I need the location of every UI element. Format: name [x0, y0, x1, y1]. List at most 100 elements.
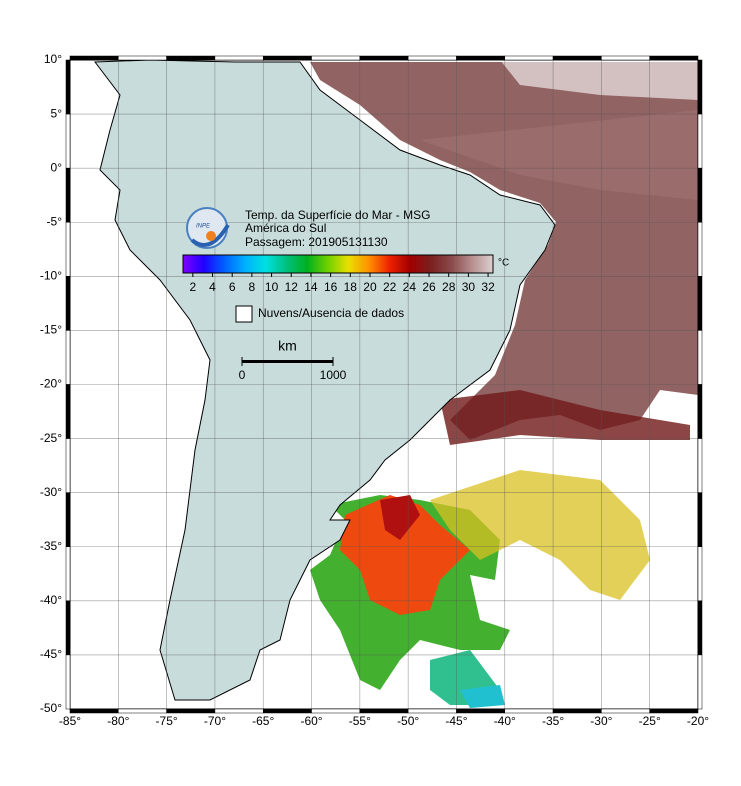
logo: INPE — [186, 207, 230, 249]
x-tick-label: -60° — [300, 714, 322, 728]
x-tick-label: -20° — [687, 714, 709, 728]
scale-bar-body — [242, 360, 333, 363]
frame-segment — [649, 708, 699, 714]
x-tick-label: -35° — [542, 714, 564, 728]
colorbar-tick-label: 10 — [265, 280, 279, 294]
frame-segment — [65, 222, 71, 277]
scale-bar: 0 1000 km — [239, 338, 347, 382]
frame-segment — [69, 55, 119, 61]
y-tick-label: -50° — [40, 701, 62, 715]
frame-segment — [118, 708, 167, 714]
frame-segment — [65, 438, 71, 493]
frame-segment — [697, 167, 703, 223]
frame-segment — [407, 55, 457, 61]
colorbar-tick-label: 14 — [304, 280, 318, 294]
y-tick-label: -45° — [40, 647, 62, 661]
x-tick-label: -30° — [590, 714, 612, 728]
frame-segment — [65, 167, 71, 223]
frame-ticks — [65, 55, 703, 714]
colorbar-bar — [182, 254, 494, 274]
y-tick-label: -5° — [47, 214, 63, 228]
sst-cold-region — [460, 685, 505, 708]
frame-segment — [456, 708, 506, 714]
y-tick-label: 0° — [51, 160, 63, 174]
frame-segment — [697, 222, 703, 277]
sst-warm-region — [340, 495, 470, 615]
colorbar-tick-label: 12 — [285, 280, 299, 294]
colorbar-unit: °C — [498, 258, 509, 269]
frame-segment — [649, 55, 699, 61]
logo-text: INPE — [196, 224, 211, 230]
y-tick-label: -10° — [40, 269, 62, 283]
legend-label: Nuvens/Ausencia de dados — [258, 306, 404, 320]
colorbar-tick-label: 32 — [481, 280, 495, 294]
frame-segment — [601, 708, 650, 714]
y-tick-label: 5° — [51, 106, 63, 120]
frame-segment — [214, 708, 264, 714]
frame-segment — [65, 276, 71, 331]
frame-segment — [69, 708, 119, 714]
y-tick-label: -40° — [40, 593, 62, 607]
y-tick-label: -25° — [40, 431, 62, 445]
frame-segment — [697, 546, 703, 602]
colorbar-tick-label: 8 — [249, 280, 256, 294]
x-tick-label: -40° — [494, 714, 516, 728]
frame-segment — [311, 55, 361, 61]
x-tick-label: -85° — [59, 714, 81, 728]
scale-tick-label: 1000 — [320, 368, 347, 382]
frame-segment — [118, 55, 167, 61]
legend-swatch — [235, 305, 253, 323]
scale-unit: km — [278, 338, 297, 354]
frame-segment — [552, 55, 602, 61]
sst-region — [420, 110, 698, 200]
frame-segment — [65, 330, 71, 385]
frame-segment — [407, 708, 457, 714]
frame-segment — [697, 330, 703, 385]
title-line: América do Sul — [245, 221, 326, 235]
frame-segment — [601, 55, 650, 61]
frame-segment — [359, 55, 409, 61]
frame-segment — [697, 113, 703, 169]
frame-segment — [166, 55, 216, 61]
x-tick-label: -75° — [156, 714, 178, 728]
colorbar-tick-label: 2 — [189, 280, 196, 294]
scale-tick-label: 0 — [239, 368, 246, 382]
x-tick-label: -65° — [252, 714, 274, 728]
y-tick-label: 10° — [44, 52, 62, 66]
logo-arrow — [190, 223, 230, 247]
frame-segment — [262, 708, 312, 714]
frame-segment — [214, 55, 264, 61]
y-tick-label: -35° — [40, 539, 62, 553]
frame-segment — [65, 59, 71, 115]
frame-segment — [311, 708, 361, 714]
colorbar-tick-label: 30 — [462, 280, 476, 294]
sst-layer — [310, 60, 698, 708]
frame-segment — [697, 492, 703, 547]
x-tick-label: -25° — [639, 714, 661, 728]
colorbar-tick-label: 6 — [229, 280, 236, 294]
frame-segment — [65, 113, 71, 169]
x-tick-label: -70° — [204, 714, 226, 728]
colorbar-tick-label: 24 — [403, 280, 417, 294]
x-tick-label: -45° — [445, 714, 467, 728]
axis-labels: -85° -80° -75° -70° -65° -60° -55° -50° -45° -40°… — [40, 52, 709, 728]
colorbar-tick-label: 16 — [324, 280, 338, 294]
y-tick-label: -15° — [40, 323, 62, 337]
frame-segment — [697, 438, 703, 493]
frame-segment — [359, 708, 409, 714]
sst-region — [440, 390, 690, 445]
frame-segment — [504, 708, 554, 714]
x-tick-label: -55° — [349, 714, 371, 728]
frame-segment — [697, 654, 703, 710]
x-tick-label: -80° — [107, 714, 129, 728]
y-tick-label: -20° — [40, 377, 62, 391]
frame-segment — [504, 55, 554, 61]
frame-segment — [262, 55, 312, 61]
sst-region — [430, 470, 650, 600]
colorbar-tick-label: 18 — [344, 280, 358, 294]
colorbar-tick-label: 22 — [383, 280, 397, 294]
frame-segment — [697, 59, 703, 115]
x-tick-label: -50° — [397, 714, 419, 728]
logo-dot — [206, 231, 216, 241]
